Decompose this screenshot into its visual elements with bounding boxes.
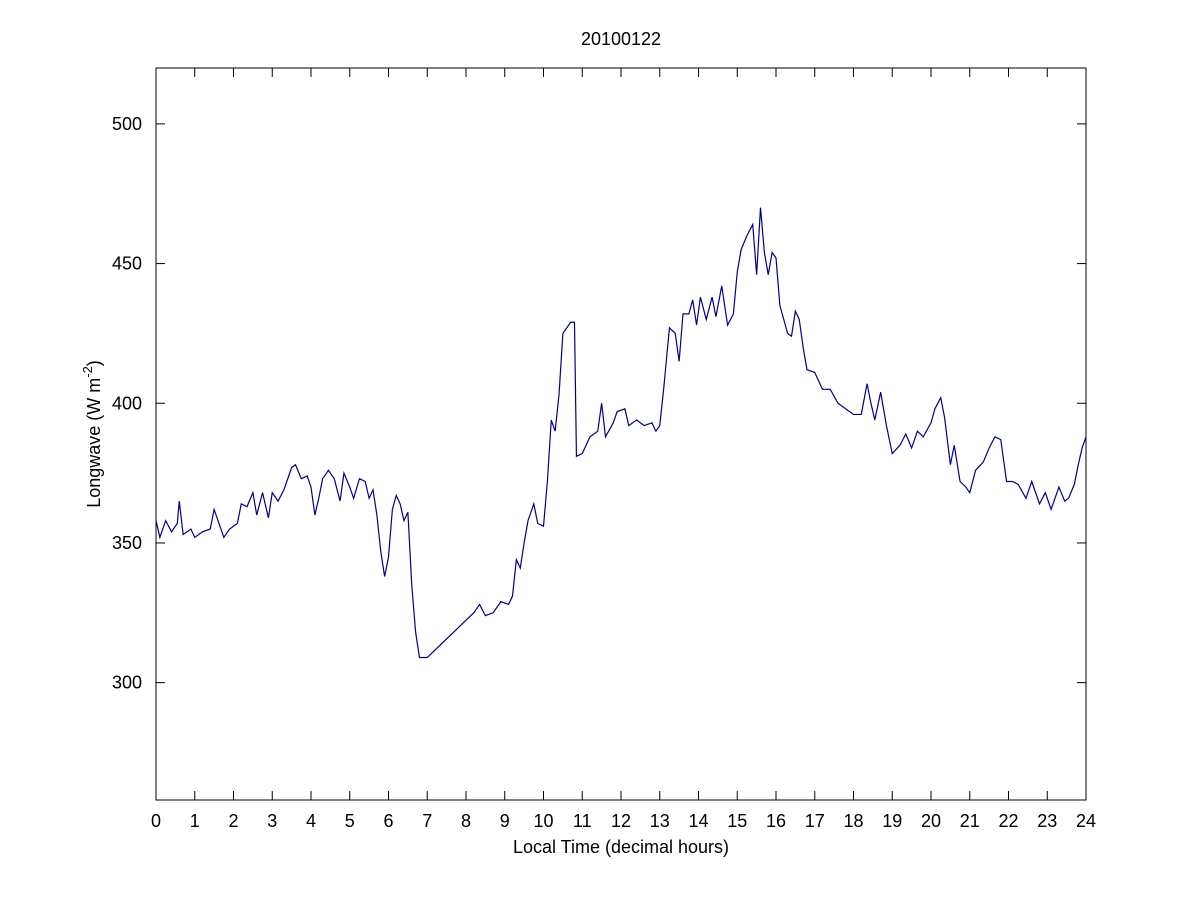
x-tick-label: 6	[383, 811, 393, 831]
y-axis-label: Longwave (W m-2)	[80, 360, 104, 508]
x-tick-label: 1	[190, 811, 200, 831]
x-tick-label: 5	[345, 811, 355, 831]
y-tick-label: 450	[112, 254, 142, 274]
x-tick-label: 23	[1037, 811, 1057, 831]
y-tick-label: 300	[112, 673, 142, 693]
x-tick-label: 13	[650, 811, 670, 831]
x-axis-label: Local Time (decimal hours)	[513, 837, 729, 857]
x-tick-label: 24	[1076, 811, 1096, 831]
x-tick-label: 18	[843, 811, 863, 831]
x-tick-label: 11	[573, 811, 592, 831]
x-tick-label: 9	[500, 811, 510, 831]
x-tick-label: 10	[533, 811, 553, 831]
y-axis-label-text: Longwave (W m	[84, 378, 104, 508]
x-tick-label: 12	[611, 811, 631, 831]
x-tick-label: 15	[727, 811, 747, 831]
y-tick-label: 350	[112, 533, 142, 553]
y-tick-label: 500	[112, 114, 142, 134]
x-tick-label: 19	[882, 811, 902, 831]
x-tick-label: 21	[960, 811, 980, 831]
x-tick-label: 16	[766, 811, 786, 831]
x-tick-label: 7	[422, 811, 432, 831]
x-tick-label: 20	[921, 811, 941, 831]
x-tick-label: 2	[228, 811, 238, 831]
x-tick-label: 14	[688, 811, 708, 831]
x-tick-label: 3	[267, 811, 277, 831]
y-axis-label-exponent: -2	[80, 366, 95, 378]
chart-title: 20100122	[581, 29, 661, 49]
x-tick-label: 17	[805, 811, 825, 831]
x-tick-label: 0	[151, 811, 161, 831]
y-tick-label: 400	[112, 393, 142, 413]
data-line	[155, 207, 1087, 659]
x-tick-label: 8	[461, 811, 471, 831]
x-tick-label: 4	[306, 811, 316, 831]
y-axis-label-suffix: )	[84, 360, 104, 366]
x-tick-label: 22	[998, 811, 1018, 831]
